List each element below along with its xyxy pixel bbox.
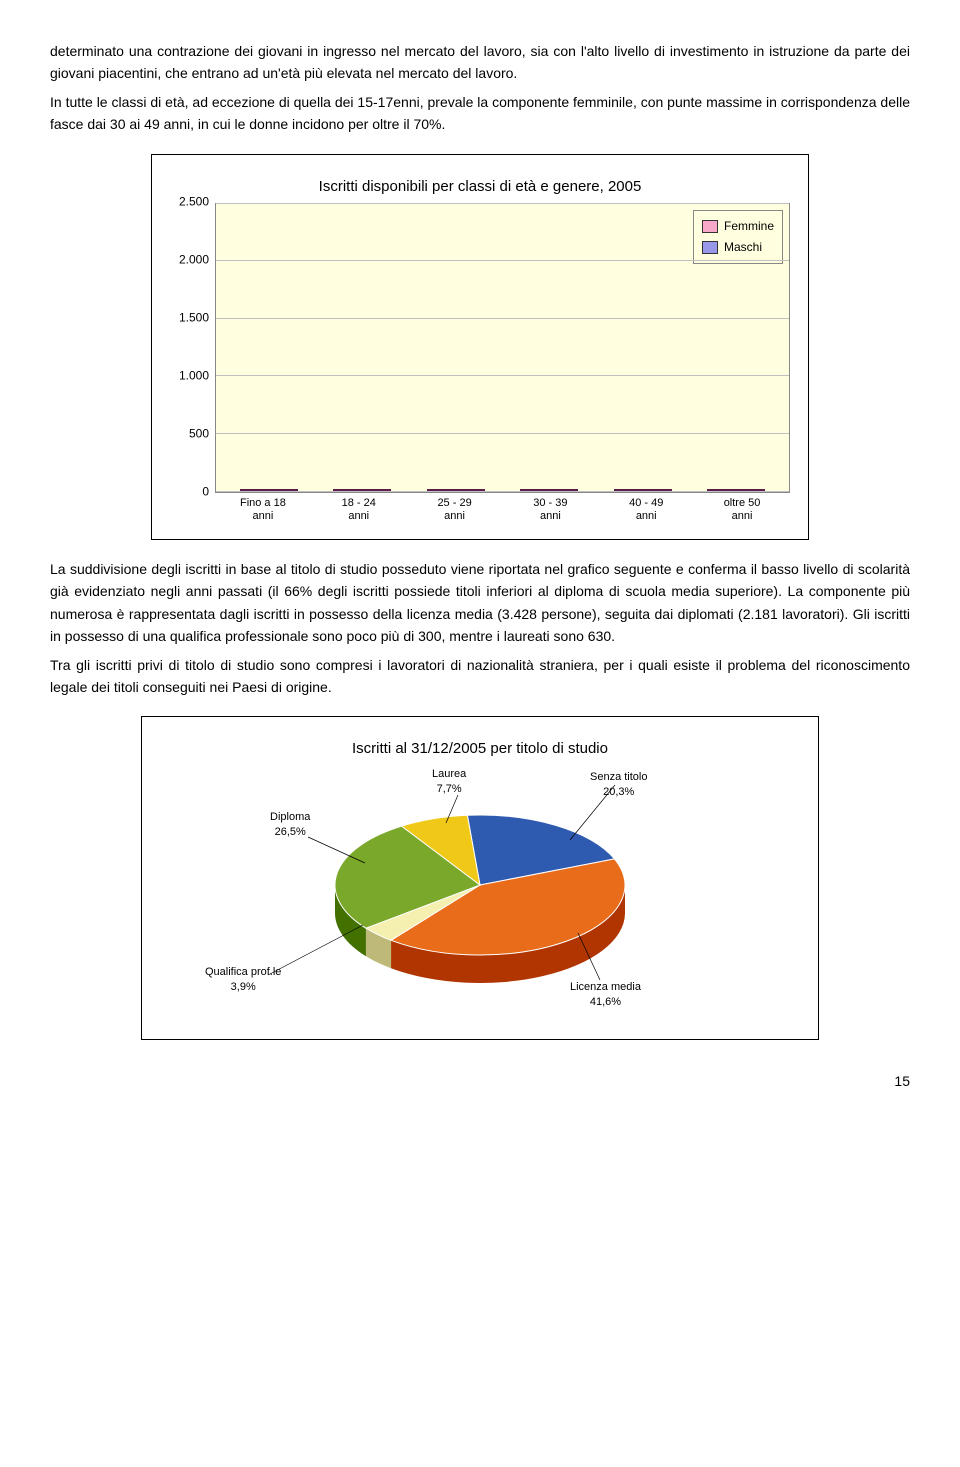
y-tick-label: 1.000 [179, 367, 209, 386]
page-number: 15 [50, 1070, 910, 1092]
bar-chart-legend: Femmine Maschi [693, 210, 783, 264]
pie-leader-line [268, 925, 363, 975]
pie-label-diploma: Diploma26,5% [270, 810, 310, 839]
paragraph-1: determinato una contrazione dei giovani … [50, 40, 910, 85]
pie-label-laurea: Laurea7,7% [432, 767, 466, 796]
x-tick-label: 30 - 39 anni [521, 497, 579, 523]
bar-chart-plot: Femmine Maschi [215, 203, 790, 493]
legend-label-femmine: Femmine [724, 217, 774, 236]
x-tick-label: 40 - 49 anni [617, 497, 675, 523]
bar-chart-x-labels: Fino a 18 anni 18 - 24 anni 25 - 29 anni 30… [215, 497, 790, 523]
bar-chart-title: Iscritti disponibili per classi di età e… [170, 175, 790, 199]
pie-label-qualifica: Qualifica prof.le3,9% [205, 965, 281, 994]
paragraph-2: In tutte le classi di età, ad eccezione … [50, 91, 910, 136]
legend-swatch-maschi [702, 241, 718, 254]
legend-swatch-femmine [702, 220, 718, 233]
pie-chart-title: Iscritti al 31/12/2005 per titolo di stu… [160, 737, 800, 761]
legend-row-maschi: Maschi [702, 238, 774, 257]
pie-label-licenza-media: Licenza media41,6% [570, 980, 641, 1009]
y-tick-label: 500 [189, 425, 209, 444]
x-tick-label: Fino a 18 anni [234, 497, 292, 523]
pie-chart-container: Iscritti al 31/12/2005 per titolo di stu… [141, 716, 819, 1040]
legend-row-femmine: Femmine [702, 217, 774, 236]
x-tick-label: 18 - 24 anni [330, 497, 388, 523]
y-tick-label: 2.500 [179, 193, 209, 212]
y-tick-label: 1.500 [179, 309, 209, 328]
paragraph-3: La suddivisione degli iscritti in base a… [50, 558, 910, 648]
x-tick-label: oltre 50 anni [713, 497, 771, 523]
bar-chart-y-axis: 05001.0001.5002.0002.500 [170, 203, 215, 493]
bar-chart: 05001.0001.5002.0002.500 Femmine Maschi [170, 203, 790, 493]
y-tick-label: 0 [202, 483, 209, 502]
y-tick-label: 2.000 [179, 251, 209, 270]
pie-chart-area: Senza titolo20,3% Licenza media41,6% Qua… [160, 765, 800, 1015]
paragraph-4: Tra gli iscritti privi di titolo di stud… [50, 654, 910, 699]
legend-label-maschi: Maschi [724, 238, 762, 257]
bar-chart-container: Iscritti disponibili per classi di età e… [151, 154, 809, 540]
x-tick-label: 25 - 29 anni [426, 497, 484, 523]
pie-label-senza-titolo: Senza titolo20,3% [590, 770, 647, 799]
